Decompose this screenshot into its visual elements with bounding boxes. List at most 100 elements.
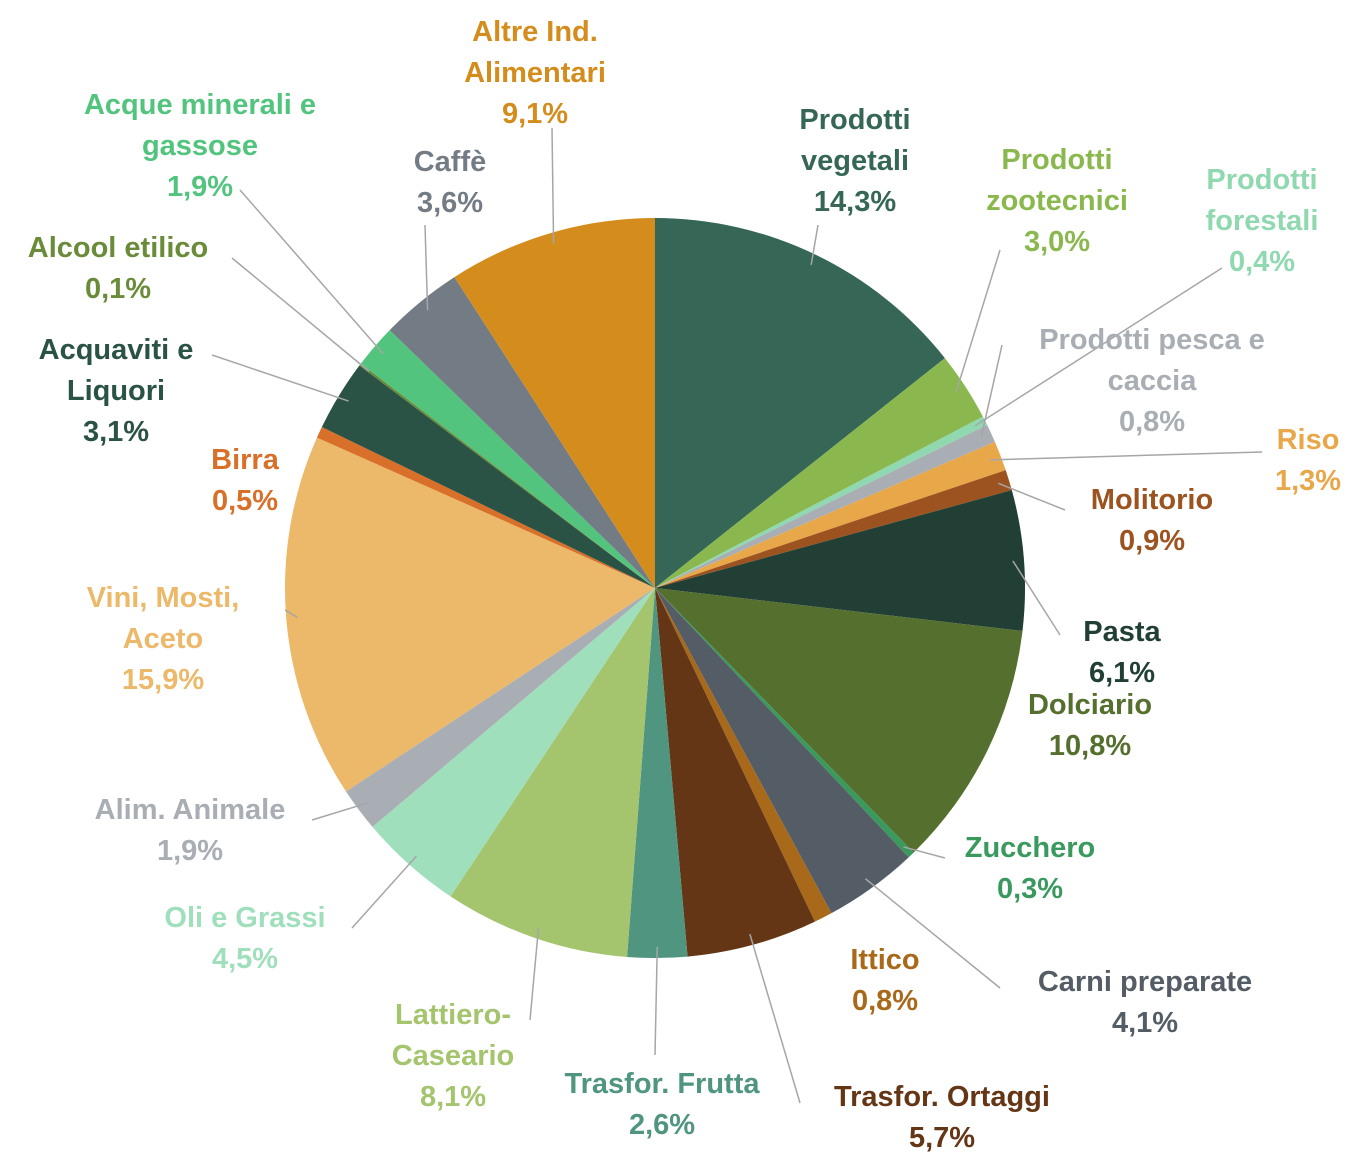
- pie-slice: [655, 416, 988, 588]
- value-label: 0,5%: [211, 485, 279, 517]
- pie-slice: [454, 218, 655, 588]
- pie-slice: [389, 277, 655, 588]
- slice-label: Ittico 0,8%: [825, 940, 945, 1022]
- slice-label: Carni preparate 4,1%: [995, 962, 1295, 1044]
- slice-label: Trasfor. Frutta 2,6%: [532, 1064, 792, 1146]
- slice-label: Prodotti vegetali 14,3%: [755, 100, 955, 223]
- leader-line: [231, 257, 370, 372]
- value-label: 1,3%: [1274, 465, 1342, 497]
- slice-label: Caffè 3,6%: [385, 142, 515, 224]
- category-label: Acque minerali e gassose: [83, 89, 317, 162]
- value-label: 10,8%: [1048, 730, 1132, 762]
- pie-slice: [359, 363, 655, 588]
- category-label: Alim. Animale: [94, 794, 286, 826]
- pie-slice: [655, 490, 1025, 631]
- leader-line: [955, 249, 1001, 393]
- slice-label: Prodotti pesca e caccia 0,8%: [1002, 320, 1302, 443]
- leader-line: [749, 933, 801, 1104]
- leader-line: [211, 354, 349, 402]
- leader-line: [810, 224, 819, 265]
- slice-label: Zucchero 0,3%: [940, 828, 1120, 910]
- pie-slice: [655, 470, 1012, 588]
- category-label: Trasfor. Frutta: [564, 1068, 760, 1100]
- slice-label: Molitorio 0,9%: [1062, 480, 1242, 562]
- slice-label: Dolciario 10,8%: [995, 685, 1185, 767]
- value-label: 14,3%: [813, 186, 897, 218]
- value-label: 3,6%: [416, 187, 484, 219]
- leader-line: [239, 189, 384, 355]
- category-label: Acquaviti e Liquori: [38, 334, 194, 407]
- pie-slice: [627, 588, 688, 959]
- slice-label: Acque minerali e gassose 1,9%: [50, 85, 350, 208]
- category-label: Oli e Grassi: [164, 902, 326, 934]
- category-label: Caffè: [413, 146, 487, 178]
- category-label: Altre Ind. Alimentari: [464, 16, 606, 89]
- value-label: 6,1%: [1088, 657, 1156, 689]
- slice-label: Trasfor. Ortaggi 5,7%: [792, 1077, 1092, 1159]
- value-label: 0,8%: [851, 985, 919, 1017]
- leader-line: [284, 609, 298, 618]
- pie-slice: [655, 588, 815, 957]
- pie-slice: [321, 365, 655, 588]
- leader-line: [424, 224, 429, 311]
- value-label: 0,3%: [996, 873, 1064, 905]
- leader-line: [529, 927, 540, 1021]
- value-label: 8,1%: [419, 1081, 487, 1113]
- value-label: 3,1%: [82, 416, 150, 448]
- slice-label: Alcool etilico 0,1%: [0, 228, 248, 310]
- leader-line: [551, 127, 555, 244]
- value-label: 9,1%: [501, 98, 569, 130]
- leader-line: [974, 267, 1223, 427]
- leader-line: [998, 482, 1066, 511]
- category-label: Molitorio: [1090, 484, 1214, 516]
- leader-line: [864, 878, 1001, 989]
- pie-slice: [655, 424, 995, 588]
- value-label: 1,9%: [166, 171, 234, 203]
- pie-slice: [655, 588, 914, 858]
- pie-slice: [655, 588, 832, 922]
- leaders: [211, 127, 1263, 1104]
- pie-slice: [285, 437, 655, 792]
- category-label: Prodotti pesca e caccia: [1039, 324, 1265, 397]
- category-label: Prodotti vegetali: [799, 104, 911, 177]
- pie-slice: [360, 330, 655, 588]
- value-label: 5,7%: [908, 1122, 976, 1154]
- slice-label: Pasta 6,1%: [1062, 612, 1182, 694]
- slices: [285, 218, 1025, 959]
- pie-slice: [655, 441, 1006, 588]
- pie-slice: [450, 588, 655, 957]
- value-label: 3,0%: [1023, 226, 1091, 258]
- slice-label: Lattiero-Caseario 8,1%: [363, 995, 543, 1118]
- slice-label: Prodotti forestali 0,4%: [1167, 160, 1350, 283]
- value-label: 4,1%: [1111, 1007, 1179, 1039]
- category-label: Pasta: [1083, 616, 1161, 648]
- category-label: Prodotti zootecnici: [986, 144, 1128, 217]
- pie-slice: [655, 218, 945, 588]
- pie-slice: [655, 358, 983, 588]
- value-label: 4,5%: [211, 943, 279, 975]
- leader-line: [311, 802, 368, 821]
- category-label: Lattiero-Caseario: [391, 999, 515, 1072]
- category-label: Dolciario: [1027, 689, 1153, 721]
- leader-line: [351, 855, 417, 929]
- leader-line: [903, 846, 946, 859]
- value-label: 15,9%: [121, 664, 205, 696]
- slice-label: Altre Ind. Alimentari 9,1%: [415, 12, 655, 135]
- category-label: Riso: [1276, 424, 1340, 456]
- category-label: Vini, Mosti, Aceto: [86, 582, 240, 655]
- slice-label: Prodotti zootecnici 3,0%: [957, 140, 1157, 263]
- slice-label: Riso 1,3%: [1268, 420, 1348, 502]
- pie-slice: [655, 588, 909, 914]
- slice-label: Birra 0,5%: [185, 440, 305, 522]
- value-label: 0,8%: [1118, 406, 1186, 438]
- value-label: 0,4%: [1228, 246, 1296, 278]
- category-label: Zucchero: [964, 832, 1096, 864]
- category-label: Carni preparate: [1037, 966, 1253, 998]
- slice-label: Oli e Grassi 4,5%: [135, 898, 355, 980]
- pie-slice: [345, 588, 655, 827]
- pie-slice: [655, 588, 1023, 853]
- category-label: Birra: [211, 444, 279, 476]
- slice-label: Vini, Mosti, Aceto 15,9%: [53, 578, 273, 701]
